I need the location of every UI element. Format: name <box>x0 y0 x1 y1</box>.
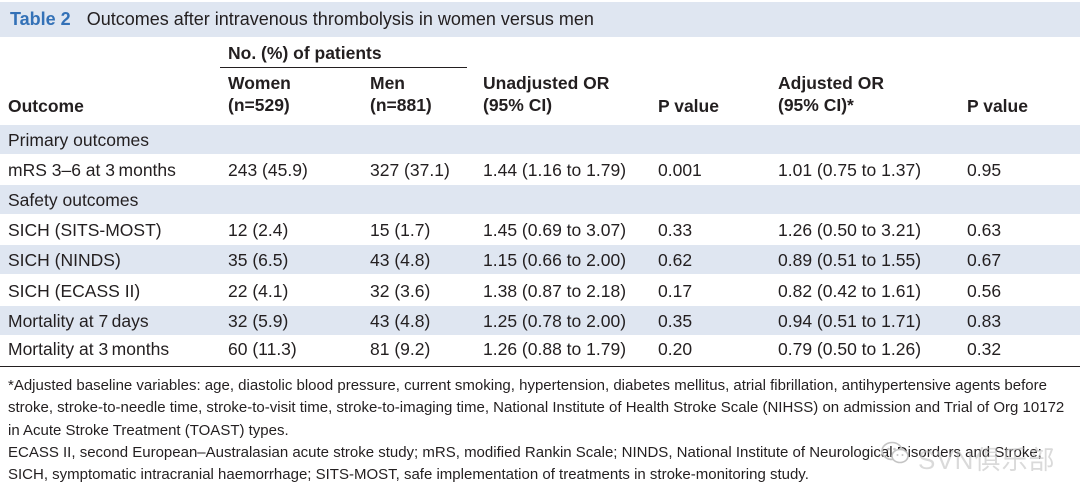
section-band-safety <box>0 185 1080 214</box>
cell-p-value-2: 0.83 <box>967 311 1002 331</box>
cell-women: 35 (6.5) <box>228 250 289 270</box>
cell-women: 60 (11.3) <box>228 339 297 359</box>
cell-p-value-2: 0.56 <box>967 281 1002 301</box>
cell-p-value-2: 0.67 <box>967 250 1002 270</box>
group-header-rule <box>220 67 467 68</box>
cell-men: 81 (9.2) <box>370 339 431 359</box>
row-band <box>0 245 1080 274</box>
col-header-men: Men (n=881) <box>370 73 432 115</box>
table-bottom-rule <box>0 366 1080 367</box>
col-header-p-value-2: P value <box>967 96 1028 116</box>
table-title: Outcomes after intravenous thrombolysis … <box>86 9 594 29</box>
cell-p-value-1: 0.17 <box>658 281 693 301</box>
cell-adjusted-or: 0.94 (0.51 to 1.71) <box>778 311 922 331</box>
cell-women: 32 (5.9) <box>228 311 289 331</box>
cell-p-value-1: 0.20 <box>658 339 693 359</box>
cell-p-value-2: 0.95 <box>967 160 1002 180</box>
wechat-icon <box>881 441 909 464</box>
cell-unadjusted-or: 1.25 (0.78 to 2.00) <box>483 311 627 331</box>
cell-p-value-2: 0.32 <box>967 339 1002 359</box>
cell-men: 327 (37.1) <box>370 160 450 180</box>
cell-men: 32 (3.6) <box>370 281 431 301</box>
cell-unadjusted-or: 1.26 (0.88 to 1.79) <box>483 339 627 359</box>
cell-unadjusted-or: 1.38 (0.87 to 2.18) <box>483 281 627 301</box>
group-header: No. (%) of patients <box>228 43 382 63</box>
cell-adjusted-or: 1.01 (0.75 to 1.37) <box>778 160 922 180</box>
section-title-primary: Primary outcomes <box>8 130 150 150</box>
cell-men: 43 (4.8) <box>370 311 431 331</box>
cell-p-value-1: 0.35 <box>658 311 693 331</box>
col-header-unadjusted-or: Unadjusted OR (95% CI) <box>483 73 610 115</box>
cell-men: 43 (4.8) <box>370 250 431 270</box>
cell-p-value-1: 0.33 <box>658 220 693 240</box>
cell-women: 22 (4.1) <box>228 281 289 301</box>
cell-women: 243 (45.9) <box>228 160 308 180</box>
watermark-text: SVN俱乐部 <box>918 445 1056 475</box>
cell-outcome: SICH (NINDS) <box>8 250 121 270</box>
table-label: Table 2 <box>10 9 71 29</box>
cell-unadjusted-or: 1.44 (1.16 to 1.79) <box>483 160 627 180</box>
cell-adjusted-or: 0.79 (0.50 to 1.26) <box>778 339 922 359</box>
col-header-adjusted-or: Adjusted OR (95% CI)* <box>778 73 884 115</box>
cell-adjusted-or: 0.82 (0.42 to 1.61) <box>778 281 922 301</box>
section-title-safety: Safety outcomes <box>8 190 139 210</box>
cell-p-value-1: 0.001 <box>658 160 702 180</box>
cell-men: 15 (1.7) <box>370 220 431 240</box>
row-band <box>0 306 1080 335</box>
cell-outcome: SICH (SITS-MOST) <box>8 220 162 240</box>
table-title-bar: Table 2 Outcomes after intravenous throm… <box>0 2 1080 37</box>
cell-outcome: Mortality at 7 days <box>8 311 149 331</box>
cell-unadjusted-or: 1.45 (0.69 to 3.07) <box>483 220 627 240</box>
cell-adjusted-or: 0.89 (0.51 to 1.55) <box>778 250 922 270</box>
cell-p-value-1: 0.62 <box>658 250 693 270</box>
col-header-outcome: Outcome <box>8 96 84 116</box>
col-header-p-value-1: P value <box>658 96 719 116</box>
footnote-abbreviations: ECASS II, second European–Australasian a… <box>8 444 1042 484</box>
col-header-women: Women (n=529) <box>228 73 291 115</box>
cell-women: 12 (2.4) <box>228 220 289 240</box>
cell-outcome: mRS 3–6 at 3 months <box>8 160 176 180</box>
footnote-adjusted: *Adjusted baseline variables: age, diast… <box>8 377 1065 439</box>
cell-adjusted-or: 1.26 (0.50 to 3.21) <box>778 220 922 240</box>
cell-unadjusted-or: 1.15 (0.66 to 2.00) <box>483 250 627 270</box>
cell-outcome: SICH (ECASS II) <box>8 281 141 301</box>
cell-outcome: Mortality at 3 months <box>8 339 170 359</box>
section-band-primary <box>0 125 1080 154</box>
cell-p-value-2: 0.63 <box>967 220 1002 240</box>
